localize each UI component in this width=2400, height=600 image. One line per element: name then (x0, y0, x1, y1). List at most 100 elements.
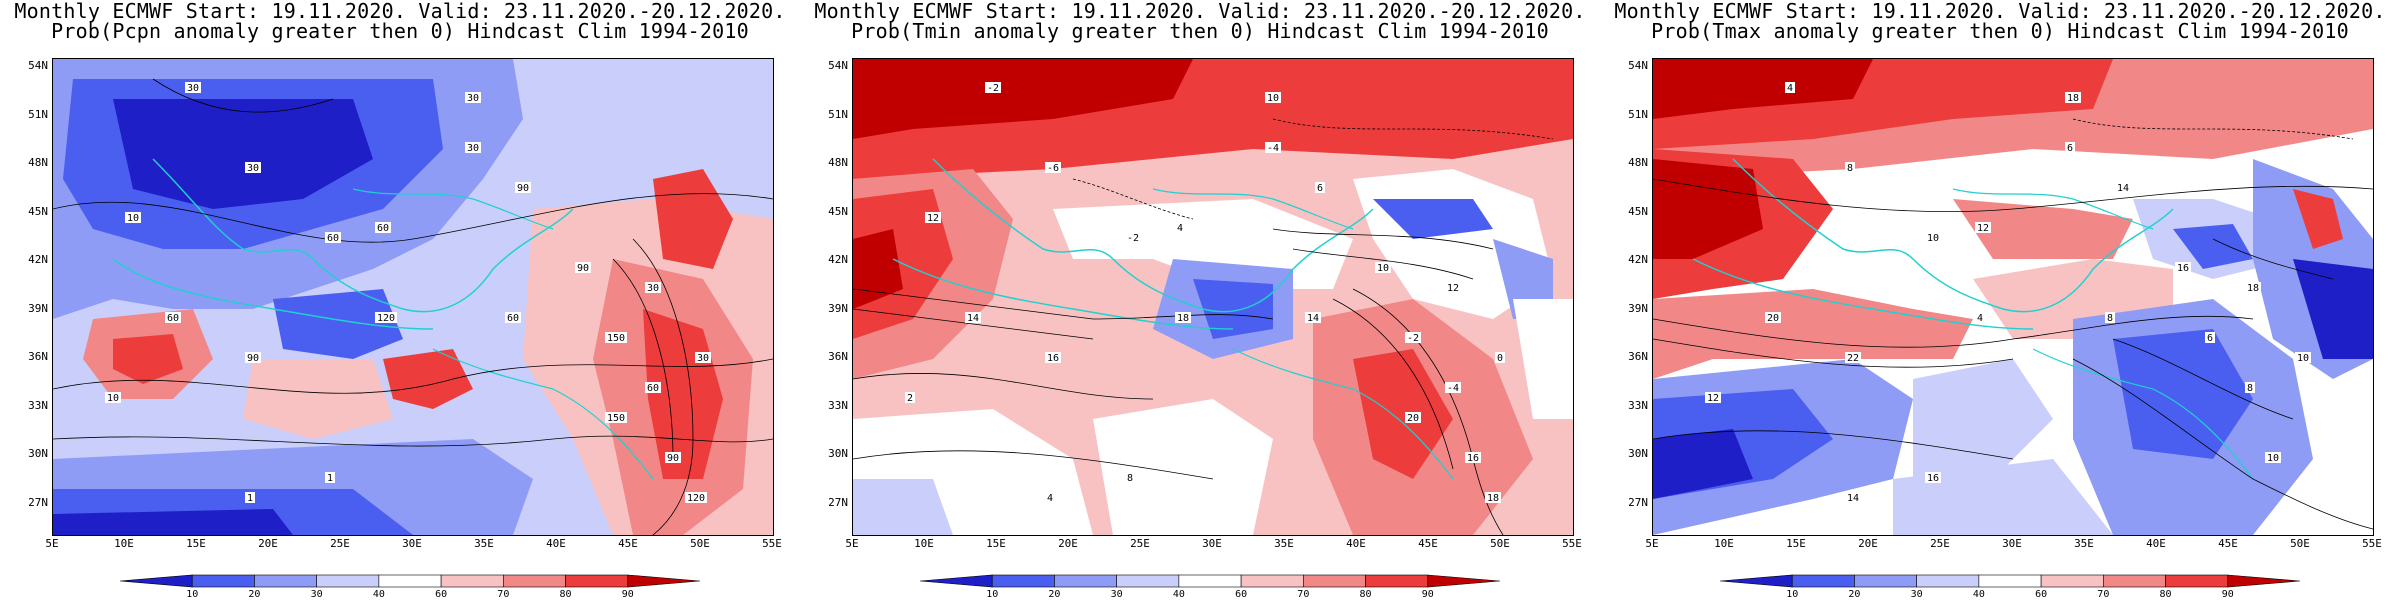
contour-label: 90 (247, 353, 259, 364)
contour-label-bg (1975, 312, 1985, 323)
contour-label: 20 (1407, 413, 1419, 424)
longitude-label: 25E (330, 537, 350, 550)
latitude-label: 39N (1628, 301, 1648, 315)
contour-label: 14 (1847, 493, 1859, 504)
contour-label-bg (1305, 312, 1321, 323)
contour-label: 30 (467, 143, 479, 154)
longitude-label: 10E (1714, 537, 1734, 550)
colorbar-tick-label: 90 (2221, 589, 2234, 600)
map-area: -2 -4 -6 -2 4 6 10 12 14 16 18 -2 -4 0 2 4 8 10 14 16 18 20 12 (852, 58, 1574, 536)
longitude-label: 55E (2362, 537, 2382, 550)
contour-label-bg (1785, 82, 1795, 93)
longitude-label: 40E (2146, 537, 2166, 550)
contour-label-bg (1705, 392, 1721, 403)
contour-label-bg (465, 142, 481, 153)
contour-label-bg (1125, 472, 1135, 483)
contour-label: 8 (2107, 313, 2113, 324)
colorbar-segment (920, 574, 993, 588)
latitude-label: 54N (1628, 59, 1648, 72)
latitude-label: 45N (28, 204, 48, 218)
contour-label: 12 (1707, 393, 1719, 404)
contour-label-bg (125, 212, 141, 223)
latitude-label: 36N (28, 350, 48, 364)
colorbar-segment (1116, 574, 1180, 588)
contour-label: 4 (1047, 493, 1053, 504)
latitude-label: 39N (828, 301, 848, 315)
contour-label: 1 (327, 473, 333, 484)
colorbar (1720, 574, 2300, 588)
contour-label: 8 (1127, 473, 1133, 484)
contour-label-bg (1265, 92, 1281, 103)
map-area: 4 6 8 10 12 14 16 18 20 22 4 6 8 10 12 14 16 18 8 10 (1652, 58, 2374, 536)
latitude-label: 42N (28, 253, 48, 267)
colorbar-segment (378, 574, 442, 588)
contour-label: 60 (377, 223, 389, 234)
contour-label: 18 (1177, 313, 1189, 324)
longitude-label: 10E (114, 537, 134, 550)
longitude-label: 45E (1418, 537, 1438, 550)
colorbar (920, 574, 1500, 588)
longitude-label: 50E (1490, 537, 1510, 550)
contour-label: 150 (607, 413, 625, 424)
contour-label-bg (1445, 382, 1461, 393)
contour-label: 18 (2247, 283, 2259, 294)
contour-label-bg (375, 222, 391, 233)
contour-label: 14 (967, 313, 979, 324)
contour-label-bg (1125, 232, 1141, 243)
colorbar-segment (627, 574, 700, 588)
colorbar-segment (1054, 574, 1117, 588)
longitude-label: 35E (474, 537, 494, 550)
colorbar-tick-label: 20 (248, 589, 261, 600)
longitude-label: 30E (402, 537, 422, 550)
contour-label: 16 (1047, 353, 1059, 364)
contour-label-bg (1405, 332, 1421, 343)
contour-label-bg (2115, 182, 2131, 193)
colorbar-segment (1427, 574, 1500, 588)
contour-label-bg (325, 232, 341, 243)
colorbar-tick-label: 30 (310, 589, 323, 600)
contour-label-bg (1175, 222, 1185, 233)
contour-label: 10 (1267, 93, 1279, 104)
colorbar-segment (2040, 574, 2104, 588)
contour-label-bg (1975, 222, 1991, 233)
colorbar-segment (1791, 574, 1855, 588)
panel-title-line1: Monthly ECMWF Start: 19.11.2020. Valid: … (814, 0, 1586, 23)
contour-label-bg (185, 82, 201, 93)
latitude-label: 45N (1628, 204, 1648, 218)
contour-label: 1 (247, 493, 253, 504)
contour-label-bg (1765, 312, 1781, 323)
contour-label-bg (1485, 492, 1501, 503)
longitude-label: 40E (546, 537, 566, 550)
colorbar-segment (1178, 574, 1242, 588)
contour-label: -4 (1267, 143, 1279, 154)
contour-label: -2 (1407, 333, 1419, 344)
contour-label-bg (985, 82, 1001, 93)
longitude-label: 15E (186, 537, 206, 550)
contour-label-bg (1925, 232, 1941, 243)
contour-label-bg (375, 312, 397, 323)
colorbar-segment (254, 574, 317, 588)
latitude-label: 30N (1628, 447, 1648, 461)
probability-map: -2 -4 -6 -2 4 6 10 12 14 16 18 -2 -4 0 2 4 8 10 14 16 18 20 12 (853, 59, 1573, 535)
latitude-label: 51N (828, 107, 848, 121)
longitude-label: 50E (690, 537, 710, 550)
contour-label: 6 (2207, 333, 2213, 344)
contour-label: -4 (1447, 383, 1459, 394)
contour-label-bg (695, 352, 711, 363)
contour-label-bg (2245, 282, 2261, 293)
contour-label-bg (1845, 492, 1861, 503)
contour-label: 8 (1847, 163, 1853, 174)
colorbar-segment (991, 574, 1055, 588)
contour-label: 30 (647, 283, 659, 294)
contour-label-bg (165, 312, 181, 323)
latitude-label: 54N (28, 59, 48, 72)
contour-label: 10 (2267, 453, 2279, 464)
contour-label: 10 (127, 213, 139, 224)
longitude-label: 55E (1562, 537, 1582, 550)
contour-label-bg (645, 282, 661, 293)
latitude-label: 30N (828, 447, 848, 461)
colorbar-segment (1240, 574, 1304, 588)
contour-label: 16 (1927, 473, 1939, 484)
colorbar-tick-label: 80 (2159, 589, 2172, 600)
contour-label-bg (905, 392, 915, 403)
